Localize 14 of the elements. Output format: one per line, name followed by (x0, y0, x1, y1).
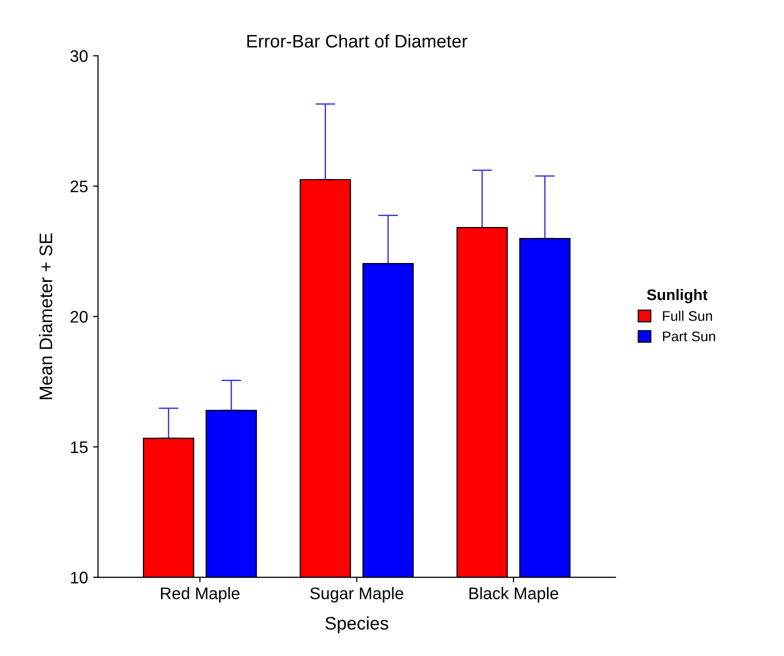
x-axis-title: Species (325, 616, 388, 634)
y-tick-label: 30 (70, 50, 88, 62)
x-tick-label: Sugar Maple (310, 587, 404, 603)
x-tick-label: Black Maple (470, 587, 558, 603)
y-tick-label: 15 (71, 441, 88, 454)
legend-label: Full Sun (663, 310, 712, 321)
chart-title: Error-Bar Chart of Diameter (247, 34, 468, 48)
y-tick-label: 20 (70, 310, 88, 323)
y-tick-label: 10 (71, 572, 88, 584)
legend-title: Sunlight (647, 288, 708, 304)
y-axis-title: Mean Diameter + SE (39, 233, 52, 400)
x-tick-label: Red Maple (160, 587, 240, 603)
legend-label: Part Sun (663, 331, 716, 342)
y-tick-label: 25 (70, 180, 88, 192)
